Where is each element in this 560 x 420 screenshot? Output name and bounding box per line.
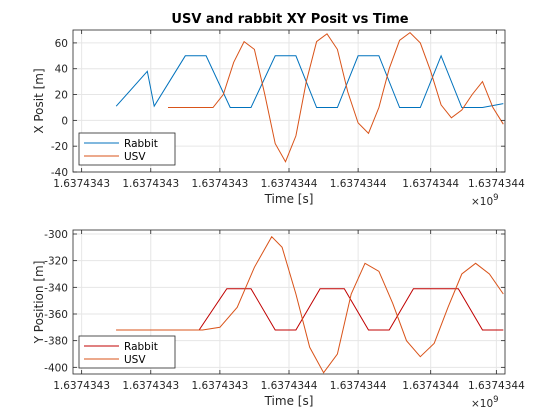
series-line-usv	[116, 235, 504, 374]
y-axis-label: X Posit [m]	[32, 68, 46, 133]
x-exponent-label: ×109	[471, 193, 499, 208]
x-tick-label: 1.6374343	[53, 178, 110, 190]
x-tick-label: 1.6374344	[468, 178, 525, 190]
x-tick-label: 1.6374343	[122, 178, 179, 190]
x-exponent-power: 9	[493, 193, 498, 203]
legend-label-usv: USV	[124, 151, 146, 163]
x-tick-label: 1.6374343	[191, 178, 248, 190]
legend-label-usv: USV	[124, 354, 146, 366]
y-tick-label: -300	[44, 229, 68, 241]
subplot-y-position: 1.6374343 1.6374343 1.6374343 1.6374344 1.63…	[32, 229, 525, 410]
y-axis-label: Y Position [m]	[32, 261, 46, 345]
x-tick-label: 1.6374344	[330, 178, 387, 190]
series-line-rabbit	[115, 54, 504, 108]
y-tick-label: 40	[55, 64, 68, 76]
series-line-rabbit	[116, 288, 504, 331]
y-tick-label: 60	[55, 38, 68, 50]
legend-box	[78, 132, 176, 166]
x-tick-label: 1.6374344	[330, 380, 387, 392]
y-tick-label: -320	[44, 256, 68, 268]
y-tick-label: -340	[44, 282, 68, 294]
x-axis-label: Time [s]	[264, 394, 314, 408]
y-tick-label: -20	[51, 141, 68, 153]
x-exponent-power: 9	[493, 395, 498, 405]
legend-label-rabbit: Rabbit	[124, 341, 158, 353]
legend-label-rabbit: Rabbit	[124, 138, 158, 150]
series-line-usv	[168, 31, 504, 163]
x-exponent-label: ×109	[471, 395, 499, 410]
x-tick-label: 1.6374344	[402, 178, 459, 190]
x-exponent-base: ×10	[471, 398, 493, 410]
y-tick-label: -360	[44, 309, 68, 321]
x-exponent-base: ×10	[471, 196, 493, 208]
subplot-x-position: 1.6374343 1.6374343 1.6374343 1.6374344 1.63…	[32, 29, 525, 208]
x-tick-label: 1.6374344	[261, 380, 318, 392]
y-tick-label: -40	[51, 167, 68, 179]
x-tick-label: 1.6374343	[122, 380, 179, 392]
y-tick-label: 20	[55, 90, 68, 102]
chart-title: USV and rabbit XY Posit vs Time	[171, 12, 408, 27]
x-tick-label: 1.6374344	[261, 178, 318, 190]
x-tick-label: 1.6374343	[191, 380, 248, 392]
x-tick-label: 1.6374344	[468, 380, 525, 392]
x-tick-label: 1.6374343	[53, 380, 110, 392]
y-tick-label: 0	[61, 115, 68, 127]
y-tick-label: -380	[44, 336, 68, 348]
legend-box	[78, 335, 176, 369]
x-axis-label: Time [s]	[264, 192, 314, 206]
y-tick-label: -400	[44, 362, 68, 374]
x-tick-label: 1.6374344	[402, 380, 459, 392]
